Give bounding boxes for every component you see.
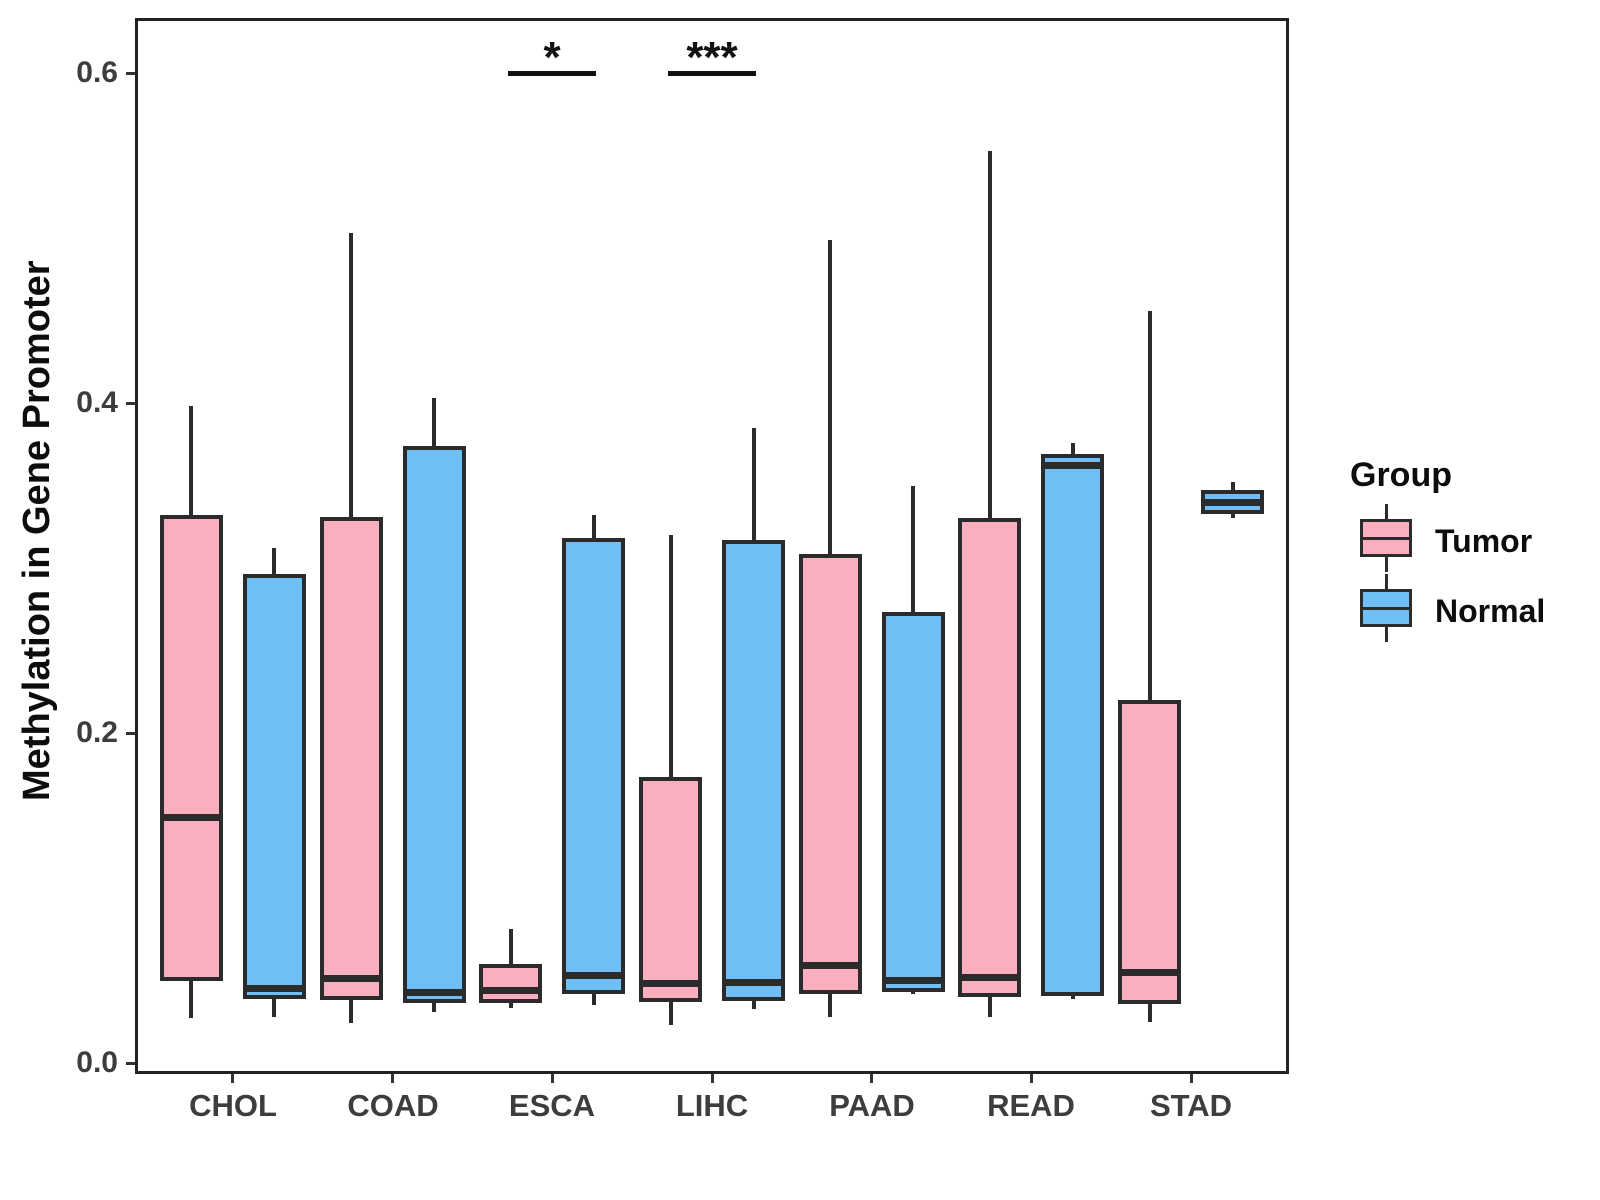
median-tumor-PAAD (799, 962, 862, 969)
legend-key-median-tumor (1360, 537, 1412, 540)
box-normal-COAD (403, 446, 466, 1003)
box-tumor-PAAD (799, 554, 862, 994)
legend-key-median-normal (1360, 607, 1412, 610)
x-tick-label: STAD (1149, 1088, 1233, 1123)
y-tick-mark (126, 72, 135, 75)
x-tick-label: LIHC (675, 1088, 749, 1123)
x-tick-mark (551, 1074, 554, 1083)
box-tumor-STAD (1118, 700, 1181, 1004)
box-tumor-ESCA (479, 964, 542, 1003)
median-tumor-CHOL (160, 814, 223, 821)
box-normal-READ (1041, 454, 1104, 996)
median-tumor-READ (958, 974, 1021, 981)
y-tick-mark (126, 1062, 135, 1065)
x-tick-mark (391, 1074, 394, 1083)
x-tick-mark (870, 1074, 873, 1083)
y-tick-label: 0.2 (76, 716, 118, 749)
significance-bar-esca (508, 71, 596, 76)
box-tumor-LIHC (639, 777, 702, 1002)
x-tick-mark (711, 1074, 714, 1083)
significance-stars-esca: * (543, 33, 561, 82)
y-tick-label: 0.6 (76, 56, 118, 89)
median-normal-STAD (1201, 499, 1264, 506)
y-tick-mark (126, 402, 135, 405)
x-tick-label: READ (987, 1088, 1075, 1123)
box-normal-PAAD (882, 612, 945, 992)
median-normal-LIHC (722, 979, 785, 986)
box-tumor-READ (958, 518, 1021, 997)
significance-bar-lihc (668, 71, 756, 76)
median-normal-COAD (403, 989, 466, 996)
median-tumor-STAD (1118, 969, 1181, 976)
box-tumor-COAD (320, 517, 383, 1000)
x-tick-label: COAD (347, 1088, 439, 1123)
median-normal-PAAD (882, 977, 945, 984)
y-tick-label: 0.4 (76, 386, 118, 419)
significance-stars-lihc: *** (686, 33, 738, 82)
y-tick-mark (126, 732, 135, 735)
legend-title: Group (1350, 456, 1452, 494)
box-normal-LIHC (722, 540, 785, 1001)
median-normal-READ (1041, 462, 1104, 469)
median-normal-CHOL (243, 985, 306, 992)
plot-panel (135, 18, 1289, 1074)
whisker-tumor-STAD (1148, 311, 1152, 1022)
legend-label-normal: Normal (1435, 593, 1546, 629)
box-tumor-CHOL (160, 515, 223, 981)
y-tick-label: 0.0 (76, 1046, 118, 1079)
median-normal-ESCA (562, 972, 625, 979)
x-tick-label: CHOL (189, 1088, 277, 1123)
x-tick-mark (1190, 1074, 1193, 1083)
median-tumor-COAD (320, 975, 383, 982)
legend-label-tumor: Tumor (1435, 523, 1533, 559)
x-tick-label: ESCA (508, 1088, 596, 1123)
x-tick-label: PAAD (829, 1088, 915, 1123)
x-tick-mark (1030, 1074, 1033, 1083)
median-tumor-LIHC (639, 980, 702, 987)
box-normal-ESCA (562, 538, 625, 994)
box-normal-CHOL (243, 574, 306, 999)
x-tick-mark (231, 1074, 234, 1083)
median-tumor-ESCA (479, 987, 542, 994)
